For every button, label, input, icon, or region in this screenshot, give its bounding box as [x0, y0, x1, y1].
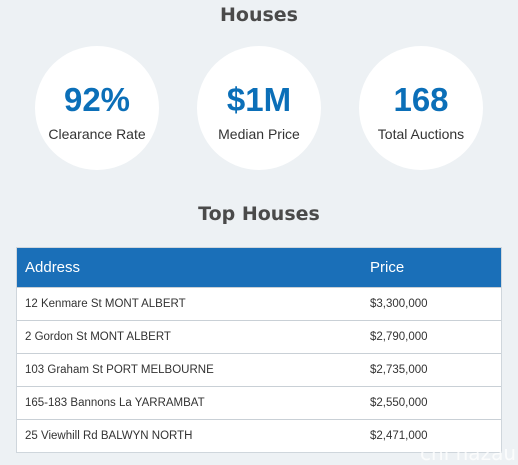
price-cell: $2,471,000: [370, 430, 428, 442]
stat-value: $1M: [226, 81, 292, 118]
top-houses-table: Address Price 12 Kenmare St MONT ALBERT …: [16, 247, 502, 453]
table-row: 12 Kenmare St MONT ALBERT $3,300,000: [17, 287, 501, 320]
table-row: 103 Graham St PORT MELBOURNE $2,735,000: [17, 353, 501, 386]
stat-median-price: $1M Median Price: [197, 46, 321, 170]
price-cell: $2,790,000: [370, 331, 428, 343]
table-row: 25 Viewhill Rd BALWYN NORTH $2,471,000: [17, 419, 501, 452]
address-cell: 2 Gordon St MONT ALBERT: [25, 331, 171, 343]
section-title: Top Houses: [198, 203, 320, 225]
address-cell: 165-183 Bannons La YARRAMBAT: [25, 397, 205, 409]
watermark: chi nazau: [420, 441, 516, 465]
table-row: 2 Gordon St MONT ALBERT $2,790,000: [17, 320, 501, 353]
stat-label: Median Price: [218, 126, 300, 142]
stat-clearance-rate: 92% Clearance Rate: [35, 46, 159, 170]
table-header: Address Price: [17, 248, 501, 287]
stat-label: Clearance Rate: [48, 126, 146, 142]
table-row: 165-183 Bannons La YARRAMBAT $2,550,000: [17, 386, 501, 419]
stat-total-auctions: 168 Total Auctions: [359, 46, 483, 170]
stat-value: 92%: [63, 81, 131, 118]
column-header-price: Price: [370, 259, 405, 276]
stat-label: Total Auctions: [377, 126, 465, 142]
address-cell: 25 Viewhill Rd BALWYN NORTH: [25, 430, 193, 442]
page-title: Houses: [220, 4, 298, 26]
price-cell: $2,735,000: [370, 364, 428, 376]
price-cell: $3,300,000: [370, 298, 428, 310]
address-cell: 103 Graham St PORT MELBOURNE: [25, 364, 214, 376]
column-header-address: Address: [25, 259, 81, 276]
stat-value: 168: [393, 81, 449, 118]
address-cell: 12 Kenmare St MONT ALBERT: [25, 298, 186, 310]
price-cell: $2,550,000: [370, 397, 428, 409]
